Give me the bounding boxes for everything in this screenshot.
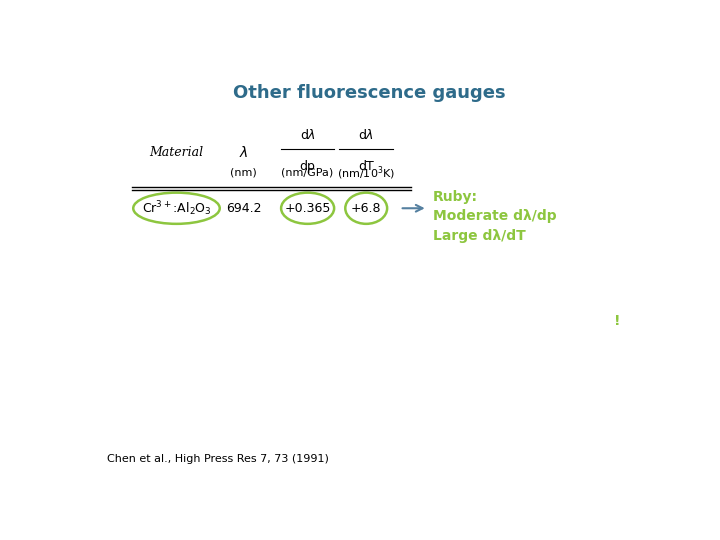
Text: (nm): (nm) bbox=[230, 168, 257, 178]
Text: Other fluorescence gauges: Other fluorescence gauges bbox=[233, 84, 505, 102]
Text: d$\lambda$: d$\lambda$ bbox=[358, 128, 374, 141]
Text: dp: dp bbox=[300, 160, 315, 173]
Text: dT: dT bbox=[359, 160, 374, 173]
Text: !: ! bbox=[614, 314, 621, 328]
Text: Chen et al., High Press Res 7, 73 (1991): Chen et al., High Press Res 7, 73 (1991) bbox=[107, 454, 328, 464]
Text: Material: Material bbox=[150, 146, 204, 159]
Text: 694.2: 694.2 bbox=[225, 202, 261, 215]
Text: $\lambda$: $\lambda$ bbox=[239, 145, 248, 160]
Text: +0.365: +0.365 bbox=[284, 202, 330, 215]
Text: d$\lambda$: d$\lambda$ bbox=[300, 128, 315, 141]
Text: Cr$^{3+}$:Al$_2$O$_3$: Cr$^{3+}$:Al$_2$O$_3$ bbox=[142, 199, 212, 218]
Text: Ruby:
Moderate dλ/dp
Large dλ/dT: Ruby: Moderate dλ/dp Large dλ/dT bbox=[433, 190, 557, 242]
Text: (nm/GPa): (nm/GPa) bbox=[282, 168, 334, 178]
Text: +6.8: +6.8 bbox=[351, 202, 382, 215]
Text: (nm/10$^3$K): (nm/10$^3$K) bbox=[337, 164, 395, 181]
